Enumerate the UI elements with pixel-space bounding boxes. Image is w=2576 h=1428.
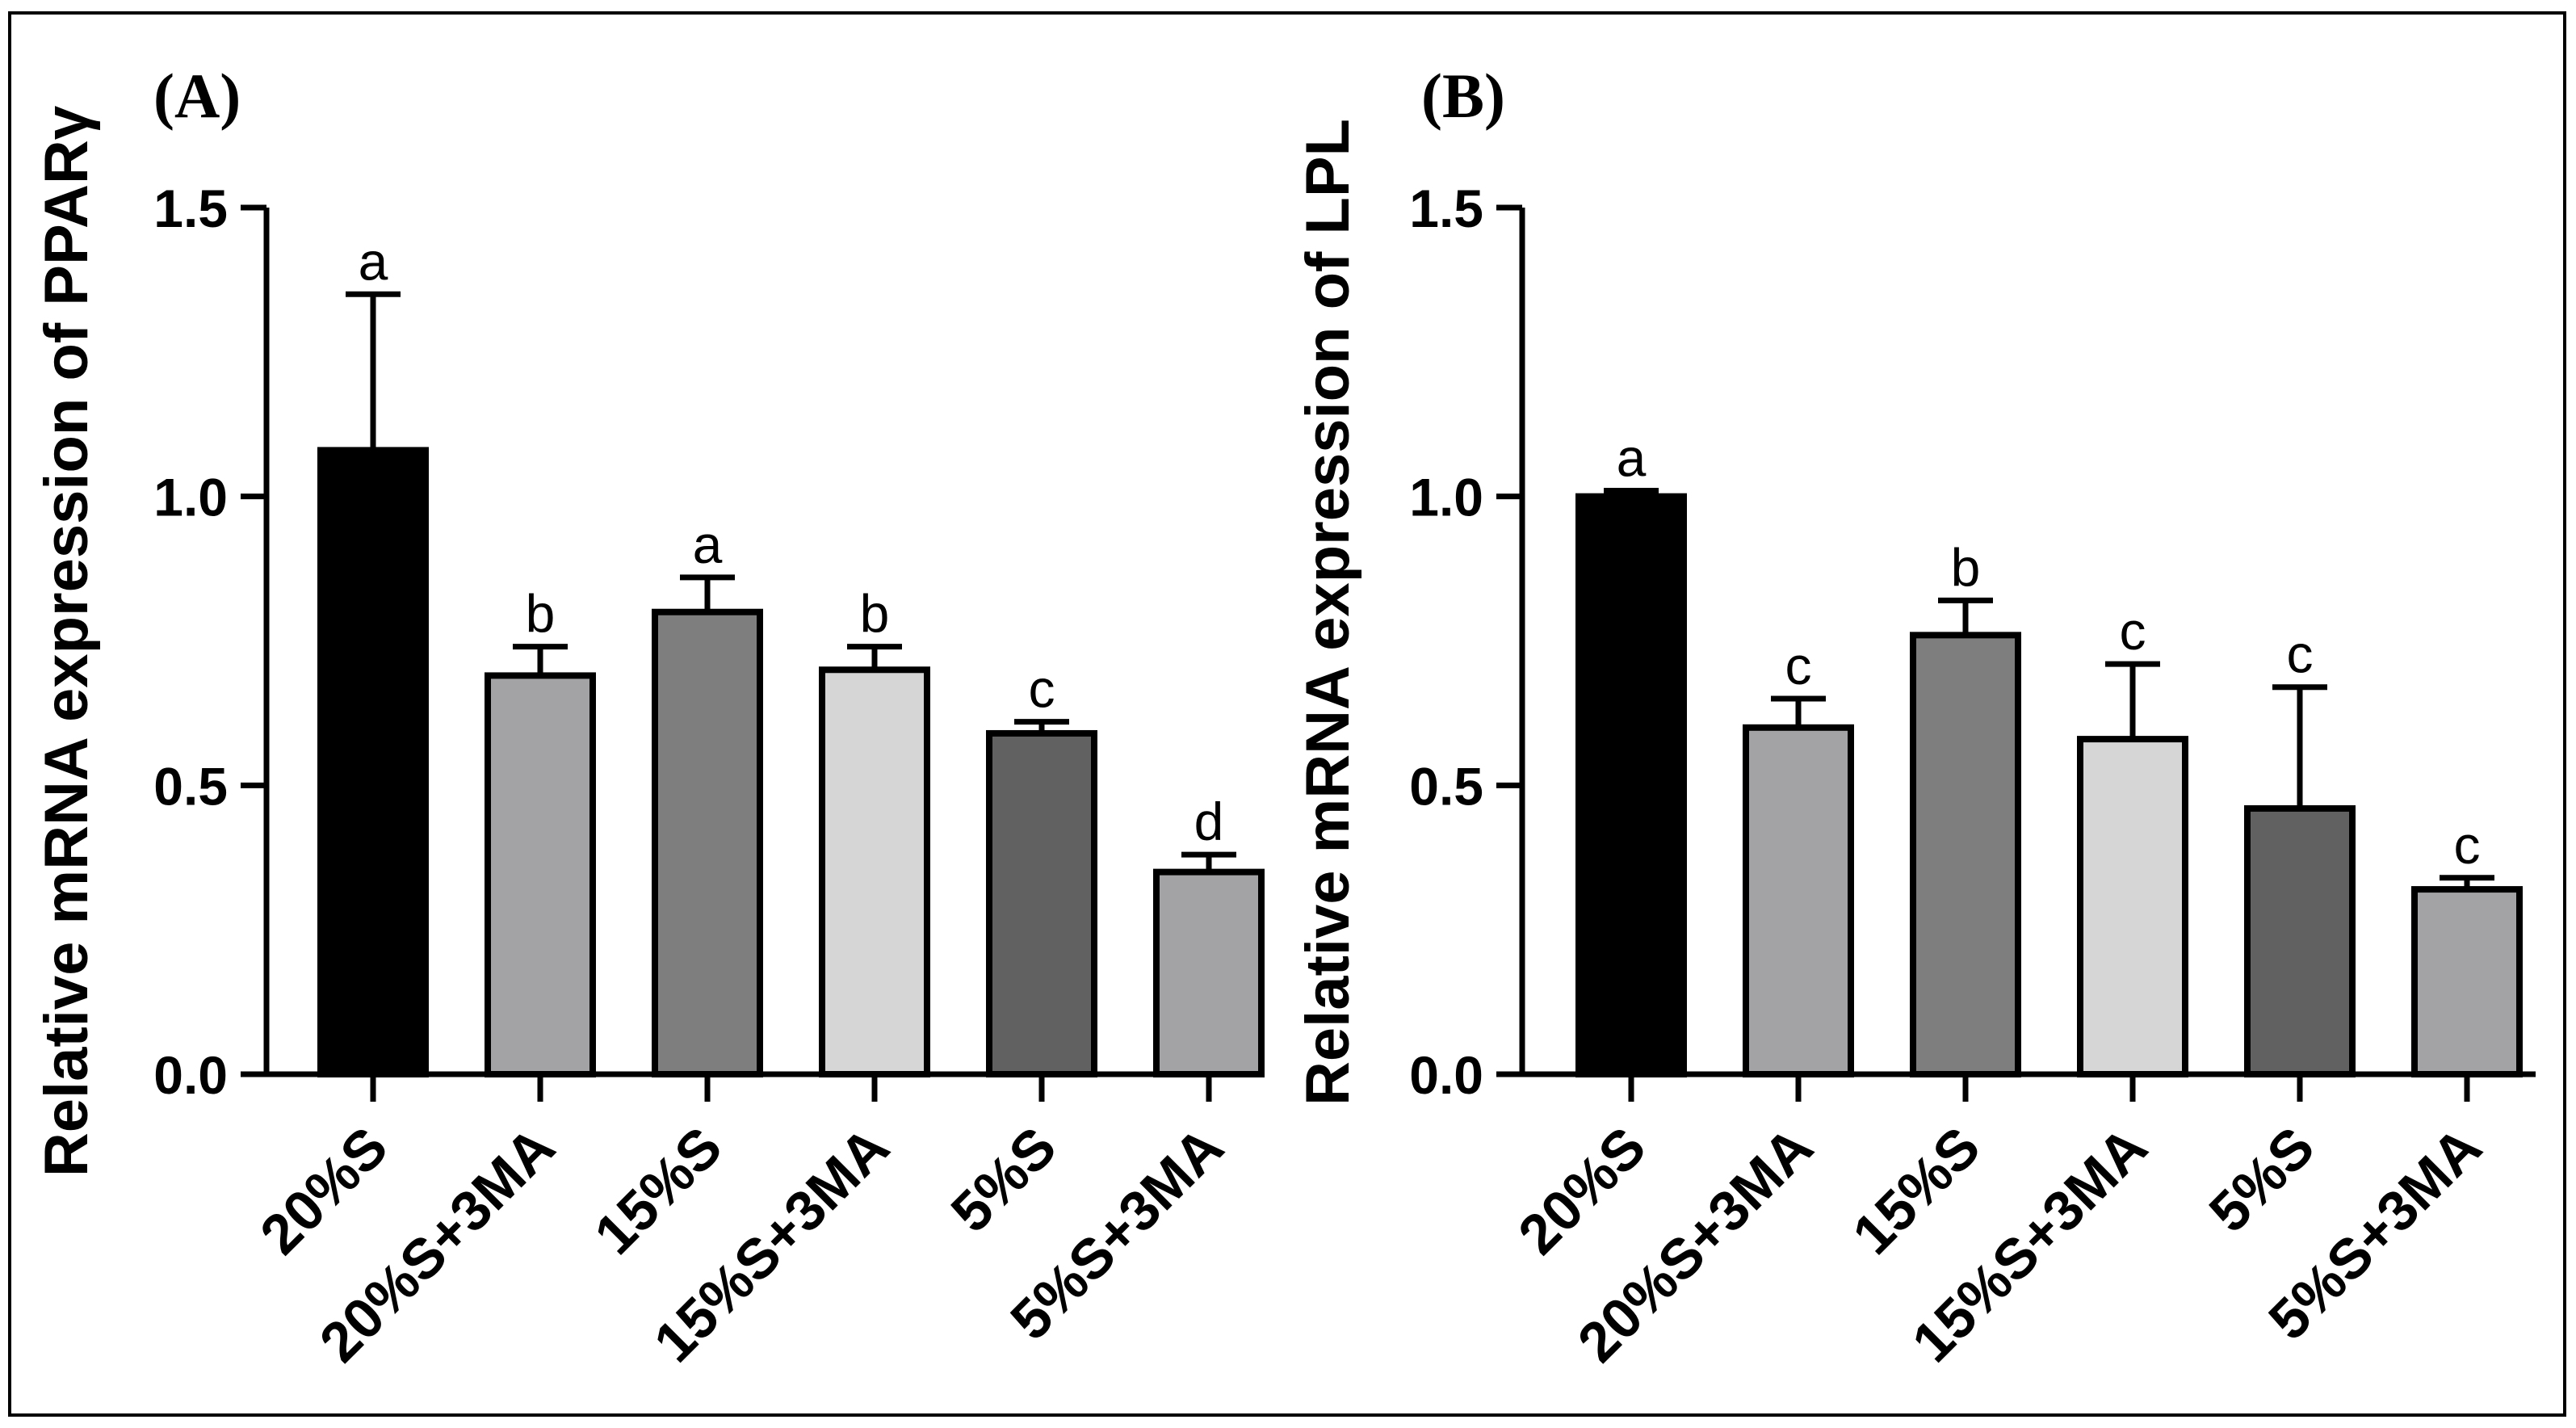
significance-label: a — [693, 514, 723, 574]
bar — [1910, 632, 2021, 1077]
y-tick-label: 0.0 — [153, 1045, 228, 1105]
significance-label: a — [1617, 428, 1647, 488]
y-tick-label: 0.5 — [153, 756, 228, 816]
significance-label: c — [1029, 659, 1055, 719]
panel-label: (A) — [153, 61, 241, 131]
bar — [2244, 804, 2356, 1077]
bar — [819, 666, 930, 1077]
significance-label: b — [526, 584, 556, 644]
y-tick-label: 0.0 — [1409, 1045, 1483, 1105]
significance-label: c — [1785, 636, 1812, 695]
significance-label: c — [2454, 815, 2481, 875]
y-tick-label: 0.5 — [1409, 756, 1483, 816]
bar — [317, 447, 429, 1077]
panel-label: (B) — [1421, 61, 1505, 131]
figure-frame — [8, 11, 2566, 1417]
significance-label: b — [1951, 537, 1981, 597]
significance-label: c — [2287, 624, 2314, 684]
bar — [652, 608, 763, 1077]
y-tick-label: 1.0 — [1409, 468, 1483, 527]
y-axis-label: Relative mRNA expression of LPL — [1294, 119, 1362, 1106]
panel-b: (B) Relative mRNA expression of LPL 0.0 0.5… — [1294, 61, 2536, 1374]
significance-label: d — [1194, 792, 1224, 851]
y-tick-label: 1.5 — [153, 178, 228, 238]
bar — [1153, 868, 1265, 1077]
bar — [1743, 724, 1854, 1077]
significance-label: c — [2120, 601, 2146, 661]
bar — [2077, 736, 2188, 1078]
bar — [1575, 493, 1687, 1077]
y-tick-label: 1.5 — [1409, 178, 1483, 238]
significance-label: b — [860, 584, 890, 644]
bar — [2411, 886, 2523, 1078]
bar — [986, 729, 1097, 1077]
y-axis-label: Relative mRNA expression of PPARγ — [32, 106, 101, 1177]
bar — [485, 672, 596, 1077]
significance-label: a — [359, 231, 388, 291]
y-tick-label: 1.0 — [153, 468, 228, 527]
